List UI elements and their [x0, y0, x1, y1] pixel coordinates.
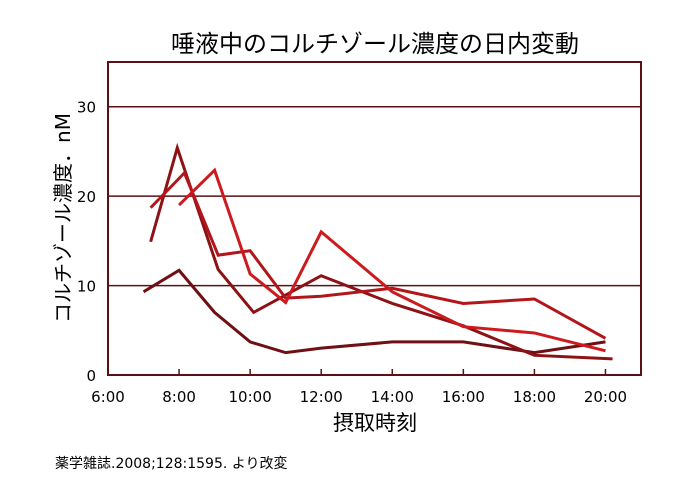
series-line-1 [142, 268, 606, 355]
y-tick-label: 0 [86, 367, 96, 385]
series-line-3 [149, 170, 607, 340]
series-line-4 [178, 167, 606, 353]
x-axis-label: 摂取時刻 [333, 411, 417, 435]
x-tick-label: 6:00 [91, 388, 125, 406]
x-tick-label: 8:00 [162, 388, 196, 406]
y-tick-label: 20 [77, 188, 96, 206]
series-line-2 [149, 142, 613, 361]
y-tick-label: 10 [77, 278, 96, 296]
y-axis-label: コルチゾール濃度．nM [51, 113, 75, 323]
x-tick-label: 12:00 [300, 388, 343, 406]
x-tick-label: 14:00 [371, 388, 414, 406]
x-tick-label: 18:00 [513, 388, 556, 406]
source-note: 薬学雑誌.2008;128:1595. より改変 [55, 455, 287, 472]
x-tick-label: 20:00 [584, 388, 627, 406]
x-tick-label: 10:00 [229, 388, 272, 406]
x-tick-label: 16:00 [442, 388, 485, 406]
chart-title: 唾液中のコルチゾール濃度の日内変動 [171, 30, 579, 58]
plot-frame [107, 61, 642, 376]
y-tick-label: 30 [77, 99, 96, 117]
